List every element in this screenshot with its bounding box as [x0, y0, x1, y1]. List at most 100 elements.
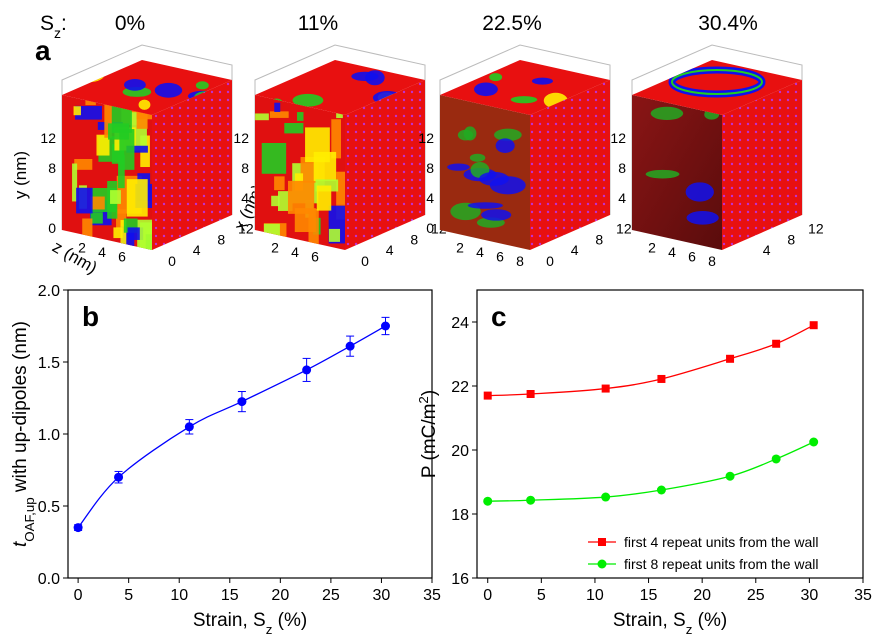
- patch: [481, 209, 511, 220]
- column-label: 22.5%: [482, 12, 542, 35]
- cube-z-tick: 2: [271, 239, 279, 255]
- y-axis-label-base: P (mC/m: [419, 404, 440, 479]
- data-point: [114, 473, 123, 482]
- marker: [598, 538, 606, 546]
- marker: [657, 486, 666, 495]
- cube-x-tick: 12: [808, 221, 824, 237]
- panel-label: c: [491, 301, 507, 332]
- y-axis-label-sup: 2: [416, 396, 431, 403]
- cube-x-tick: 4: [193, 242, 201, 258]
- data-point: [237, 397, 246, 406]
- column-label: 30.4%: [698, 12, 758, 35]
- panel-label: a: [35, 35, 51, 66]
- patch: [470, 154, 486, 162]
- patch: [74, 106, 81, 115]
- x-tick-label: 35: [854, 587, 872, 604]
- x-tick-label: 10: [170, 587, 188, 604]
- cube-y-tick: 4: [618, 190, 626, 206]
- patch: [297, 112, 303, 121]
- cube-y-tick: 12: [418, 130, 434, 146]
- cube-x-tick: 0: [168, 253, 176, 269]
- figure: a Sz: 0%11%22.5%30.4%0481224604812y (nm)…: [0, 0, 875, 636]
- cube-z-tick: 6: [688, 248, 696, 264]
- cube-y-label: y (nm): [11, 151, 30, 199]
- y-tick-label: 1.0: [38, 427, 60, 444]
- legend-label: first 4 repeat units from the wall: [624, 534, 819, 550]
- marker: [598, 560, 607, 569]
- y-tick-label: 16: [451, 571, 469, 588]
- patch: [474, 83, 498, 97]
- cube-y-tick: 4: [241, 190, 249, 206]
- cube-z-tick: 2: [648, 239, 656, 255]
- cube-x-tick: 0: [546, 253, 554, 269]
- x-axis-label-base: Strain, S: [613, 610, 686, 631]
- y-axis-label-rest: ): [419, 390, 440, 396]
- y-tick-label: 18: [451, 507, 469, 524]
- patch: [274, 176, 285, 190]
- x-tick-label: 15: [640, 587, 658, 604]
- column-label: 11%: [298, 12, 338, 35]
- data-point: [74, 523, 83, 532]
- marker: [726, 472, 735, 481]
- y-axis-label-sub: OAF,up: [22, 497, 37, 541]
- cube-y-tick: 12: [610, 130, 626, 146]
- cube-x-tick: 4: [386, 242, 394, 258]
- cube-y-tick: 8: [618, 160, 626, 176]
- cube-z-tick: 8: [516, 253, 524, 269]
- cube-x-tick: 0: [361, 253, 369, 269]
- cube-x-tick: 8: [410, 231, 418, 247]
- x-tick-label: 5: [124, 587, 133, 604]
- y-axis-label: P (mC/m2): [416, 390, 441, 478]
- marker: [526, 496, 535, 505]
- cube-x-tick: 4: [571, 242, 579, 258]
- patch: [265, 65, 293, 79]
- patch: [76, 188, 92, 214]
- cube-z-tick: 6: [311, 248, 319, 264]
- cube-x-tick: 8: [217, 231, 225, 247]
- cube-y-tick: 0: [48, 220, 56, 236]
- patch: [687, 211, 719, 225]
- x-tick-label: 30: [373, 587, 391, 604]
- y-tick-label: 24: [451, 315, 469, 332]
- patch: [127, 179, 148, 216]
- data-point: [346, 342, 355, 351]
- marker: [657, 375, 665, 383]
- patch: [314, 152, 336, 181]
- patch: [274, 103, 280, 112]
- x-tick-label: 35: [423, 587, 441, 604]
- column-label: 0%: [115, 12, 145, 35]
- x-axis-label: Strain, Sz (%): [613, 610, 727, 636]
- legend-label: first 8 repeat units from the wall: [624, 556, 819, 572]
- cube-z-tick: 6: [496, 248, 504, 264]
- patch: [489, 73, 502, 81]
- cube-y-tick: 4: [426, 190, 434, 206]
- x-tick-label: 20: [693, 587, 711, 604]
- marker: [601, 493, 610, 502]
- cube-z-tick: 4: [476, 244, 484, 260]
- cube-x-tick: 4: [763, 242, 771, 258]
- y-tick-label: 2.0: [38, 283, 60, 300]
- x-tick-label: 15: [221, 587, 239, 604]
- patch: [255, 113, 269, 120]
- patch: [479, 172, 509, 186]
- marker: [483, 497, 492, 506]
- patch: [267, 58, 297, 73]
- patch: [686, 182, 714, 201]
- patch: [82, 218, 92, 237]
- patch: [288, 181, 314, 214]
- cube-x-tick: 8: [787, 231, 795, 247]
- cube-z-tick: 6: [118, 248, 126, 264]
- strain-label-sub: z: [54, 25, 61, 41]
- patch: [468, 202, 503, 209]
- patch: [90, 197, 104, 210]
- strain-label-rest: :: [61, 12, 67, 35]
- cube-y-tick: 8: [426, 160, 434, 176]
- data-point: [185, 422, 194, 431]
- series-line: [488, 442, 814, 501]
- patch: [196, 81, 209, 89]
- patch: [110, 190, 121, 204]
- patch: [532, 78, 553, 85]
- cube-x-tick: 12: [616, 221, 632, 237]
- patch: [496, 138, 515, 153]
- marker: [602, 385, 610, 393]
